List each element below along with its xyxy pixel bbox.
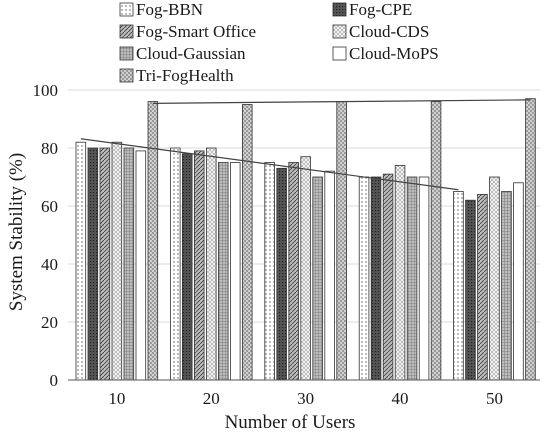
bar-fog-smart-office <box>288 162 299 381</box>
bar-fog-smart-office <box>193 150 205 381</box>
legend-swatch <box>119 24 134 39</box>
trend-lines <box>80 99 531 191</box>
bar-cloud-gaussian <box>217 162 229 381</box>
legend-label: Cloud-Gaussian <box>136 44 246 63</box>
bar-fog-cpe <box>276 167 287 381</box>
legend-swatch <box>119 46 134 61</box>
bar-cloud-cds <box>111 141 123 381</box>
bar-cloud-gaussian <box>406 176 418 381</box>
y-tick-label: 20 <box>41 313 58 332</box>
bar-tri-foghealth <box>147 101 159 381</box>
bar-cloud-gaussian <box>312 176 323 381</box>
y-tick-label: 60 <box>41 197 58 216</box>
bar-fog-smart-office <box>99 147 111 381</box>
bar-fog-bbn <box>75 141 87 381</box>
bar-cloud-gaussian <box>501 191 512 381</box>
bar-fog-cpe <box>181 153 193 381</box>
bar-fog-bbn <box>264 162 275 381</box>
bar-cloud-cds <box>300 156 311 381</box>
legend-swatch <box>332 24 347 39</box>
bar-fog-bbn <box>358 176 370 381</box>
y-tick-label: 80 <box>41 139 58 158</box>
bar-cloud-mops <box>513 182 524 381</box>
legend-swatch <box>119 2 134 17</box>
x-tick-label: 50 <box>486 389 503 408</box>
y-tick-label: 100 <box>33 81 59 100</box>
trendline-tri-foghealth <box>152 99 531 104</box>
bar-cloud-cds <box>205 147 217 381</box>
bar-cloud-gaussian <box>123 147 135 381</box>
legend-label: Fog-BBN <box>136 0 203 19</box>
bar-fog-smart-office <box>382 173 394 381</box>
bar-cloud-cds <box>489 176 500 381</box>
bar-cloud-mops <box>418 176 430 381</box>
legend-label: Tri-FogHealth <box>136 66 234 85</box>
bar-fog-cpe <box>370 176 382 381</box>
bar-fog-cpe <box>465 199 476 381</box>
legend: Fog-BBN Fog-CPE Fog-Smart Office Cloud-CDS C… <box>119 0 439 85</box>
y-tick-label: 0 <box>50 371 59 390</box>
trendline-fog-bbn <box>80 138 459 191</box>
x-tick-label: 20 <box>203 389 220 408</box>
legend-swatch <box>119 68 134 83</box>
bar-cloud-mops <box>135 150 147 381</box>
legend-label: Fog-CPE <box>349 0 412 19</box>
x-tick-label: 40 <box>392 389 409 408</box>
tick-labels: 0 20 40 60 80 100 10 20 30 40 50 <box>33 81 503 408</box>
bar-tri-foghealth <box>525 98 536 381</box>
bar-fog-cpe <box>87 147 99 381</box>
bar-tri-foghealth <box>241 104 253 381</box>
bars <box>75 98 536 381</box>
bar-cloud-cds <box>394 164 406 381</box>
bar-tri-foghealth <box>336 101 347 381</box>
legend-swatch <box>332 46 347 61</box>
legend-swatch <box>332 2 347 17</box>
x-axis-title: Number of Users <box>225 412 356 433</box>
y-tick-label: 40 <box>41 255 58 274</box>
legend-label: Fog-Smart Office <box>136 22 256 41</box>
bar-cloud-mops <box>324 170 335 381</box>
bar-cloud-mops <box>229 162 241 381</box>
legend-label: Cloud-MoPS <box>349 44 439 63</box>
legend-label: Cloud-CDS <box>349 22 429 41</box>
x-tick-label: 10 <box>108 389 125 408</box>
y-axis-title: System Stability (%) <box>6 153 27 311</box>
bar-fog-smart-office <box>477 193 488 381</box>
x-tick-label: 30 <box>297 389 314 408</box>
bar-tri-foghealth <box>430 101 442 381</box>
bar-fog-bbn <box>169 147 181 381</box>
bar-fog-bbn <box>453 191 464 381</box>
